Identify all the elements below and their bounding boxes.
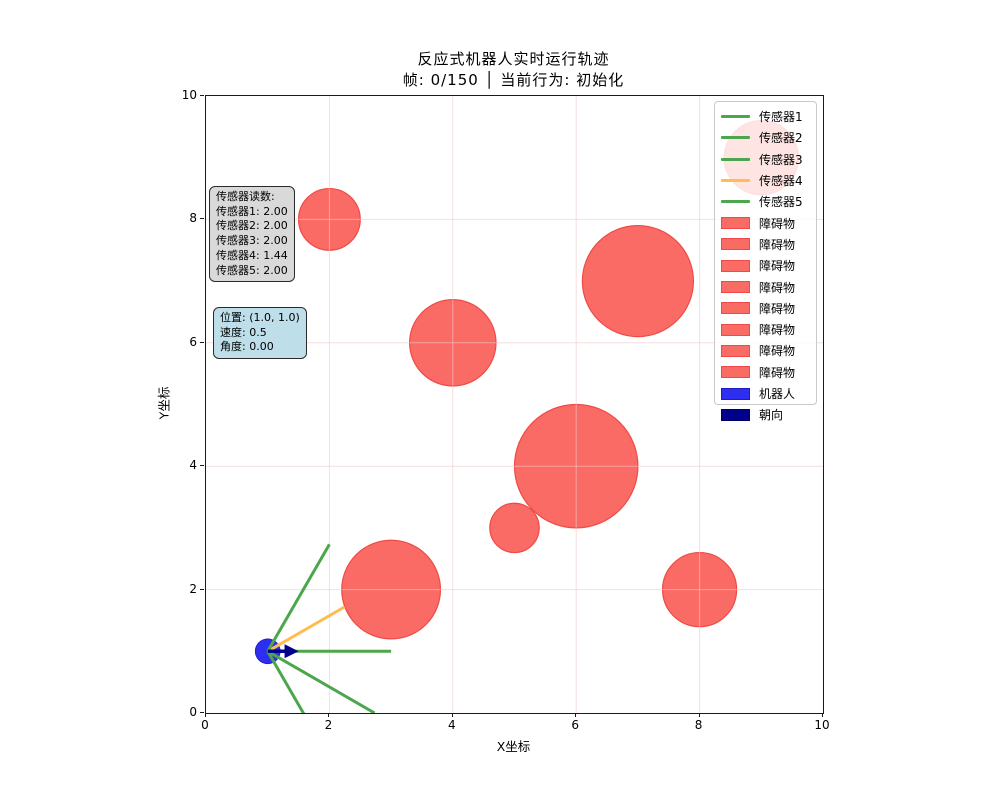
legend-item-label: 障碍物 <box>759 323 796 338</box>
sensor-ray-line <box>266 543 331 653</box>
legend-patch-swatch <box>721 259 750 272</box>
legend-patch-swatch <box>721 238 750 251</box>
obstacle-circle <box>581 224 695 338</box>
heading-arrow-head <box>284 644 299 659</box>
x-tick-mark <box>328 713 330 717</box>
legend-patch-swatch <box>721 281 750 294</box>
x-tick-label: 0 <box>201 718 209 732</box>
x-tick-label: 6 <box>571 718 580 732</box>
legend-item: 传感器4 <box>721 170 816 191</box>
x-tick-mark <box>698 713 700 717</box>
x-tick-label: 2 <box>324 718 333 732</box>
legend-item: 障碍物 <box>721 319 816 340</box>
legend-item-label: 传感器3 <box>759 152 803 167</box>
x-tick-mark <box>205 713 206 717</box>
legend-item-label: 障碍物 <box>759 237 796 252</box>
legend-line-swatch <box>721 179 750 183</box>
page-title: 反应式机器人实时运行轨迹 <box>417 50 610 68</box>
sensor-readings-panel: 传感器读数: 传感器1: 2.00 传感器2: 2.00 传感器3: 2.00 传感器… <box>209 186 295 283</box>
y-tick-mark <box>200 95 204 96</box>
legend-item: 障碍物 <box>721 276 816 297</box>
y-tick-label: 10 <box>181 88 197 102</box>
legend-item: 障碍物 <box>721 212 816 233</box>
legend-item: 障碍物 <box>721 362 816 383</box>
sensor-ray-line <box>266 650 376 713</box>
sensor-panel-line: 传感器2: 2.00 <box>216 219 288 233</box>
x-tick-label: 10 <box>814 718 830 732</box>
legend-item-label: 障碍物 <box>759 365 796 380</box>
status-panel-line: 位置: (1.0, 1.0) <box>220 311 300 324</box>
legend-item: 传感器2 <box>721 127 816 148</box>
legend-patch-swatch <box>721 323 750 336</box>
x-tick-mark <box>575 713 577 717</box>
status-panel-line: 角度: 0.00 <box>220 340 274 354</box>
legend-item: 障碍物 <box>721 340 816 361</box>
y-tick-label: 4 <box>189 458 197 473</box>
legend-item-label: 朝向 <box>759 408 784 423</box>
x-tick-mark <box>451 713 453 717</box>
legend-patch-swatch <box>721 344 750 357</box>
legend-item: 传感器5 <box>721 191 816 212</box>
legend-patch-swatch <box>721 366 750 379</box>
legend-item: 传感器3 <box>721 149 816 170</box>
page-subtitle: 帧: 0/150 │ 当前行为: 初始化 <box>402 71 625 89</box>
legend-item-label: 传感器5 <box>759 195 803 210</box>
legend-patch-swatch <box>721 217 750 230</box>
legend-item-label: 障碍物 <box>759 259 796 274</box>
x-axis-label: X坐标 <box>496 739 531 754</box>
status-panel: 位置: (1.0, 1.0) 速度: 0.5 角度: 0.00 <box>213 307 307 360</box>
legend-item-label: 障碍物 <box>759 301 796 316</box>
legend-item: 传感器1 <box>721 106 816 127</box>
legend-item: 障碍物 <box>721 298 816 319</box>
legend-line-swatch <box>721 157 750 161</box>
legend-item-label: 传感器2 <box>759 131 803 146</box>
y-tick-mark <box>200 218 204 220</box>
status-panel-line: 速度: 0.5 <box>220 325 267 339</box>
y-tick-label: 8 <box>189 211 197 226</box>
legend-line-swatch <box>721 200 750 204</box>
y-tick-label: 6 <box>189 334 197 349</box>
legend-line-swatch <box>721 136 750 140</box>
legend-patch-swatch <box>721 408 750 421</box>
legend-patch-swatch <box>721 302 750 315</box>
sensor-panel-line: 传感器3: 2.00 <box>216 234 288 248</box>
sensor-ray-line <box>266 605 346 653</box>
y-axis-label: Y坐标 <box>156 386 172 420</box>
y-tick-mark <box>200 588 204 590</box>
legend: 传感器1 传感器2 传感器3 传感器4 传感器5 障碍物 障碍物 障碍物 障碍物 障碍物 障碍物 障碍… <box>714 101 817 422</box>
legend-item: 朝向 <box>721 404 816 425</box>
obstacle-circle <box>489 502 540 554</box>
y-tick-label: 2 <box>189 581 197 596</box>
legend-item: 障碍物 <box>721 255 816 276</box>
sensor-panel-line: 传感器1: 2.00 <box>216 204 288 218</box>
legend-item-label: 障碍物 <box>759 216 796 231</box>
legend-patch-swatch <box>721 387 750 400</box>
x-tick-label: 4 <box>447 718 456 732</box>
legend-item: 机器人 <box>721 383 816 404</box>
x-tick-mark <box>822 713 823 717</box>
sensor-ray-line <box>266 650 306 713</box>
legend-item-label: 传感器4 <box>759 174 803 189</box>
legend-item-label: 传感器1 <box>759 110 803 125</box>
legend-item: 障碍物 <box>721 234 816 255</box>
y-tick-mark <box>200 712 204 713</box>
legend-line-swatch <box>721 115 750 119</box>
y-tick-mark <box>200 341 204 343</box>
legend-item-label: 机器人 <box>759 387 796 401</box>
sensor-panel-line: 传感器5: 2.00 <box>216 263 288 277</box>
sensor-panel-title: 传感器读数: <box>216 190 275 203</box>
y-tick-mark <box>200 465 204 467</box>
sensor-panel-line: 传感器4: 1.44 <box>216 248 288 262</box>
legend-item-label: 障碍物 <box>759 344 796 359</box>
y-tick-label: 0 <box>189 705 197 719</box>
legend-item-label: 障碍物 <box>759 280 796 295</box>
x-tick-label: 8 <box>694 718 703 732</box>
